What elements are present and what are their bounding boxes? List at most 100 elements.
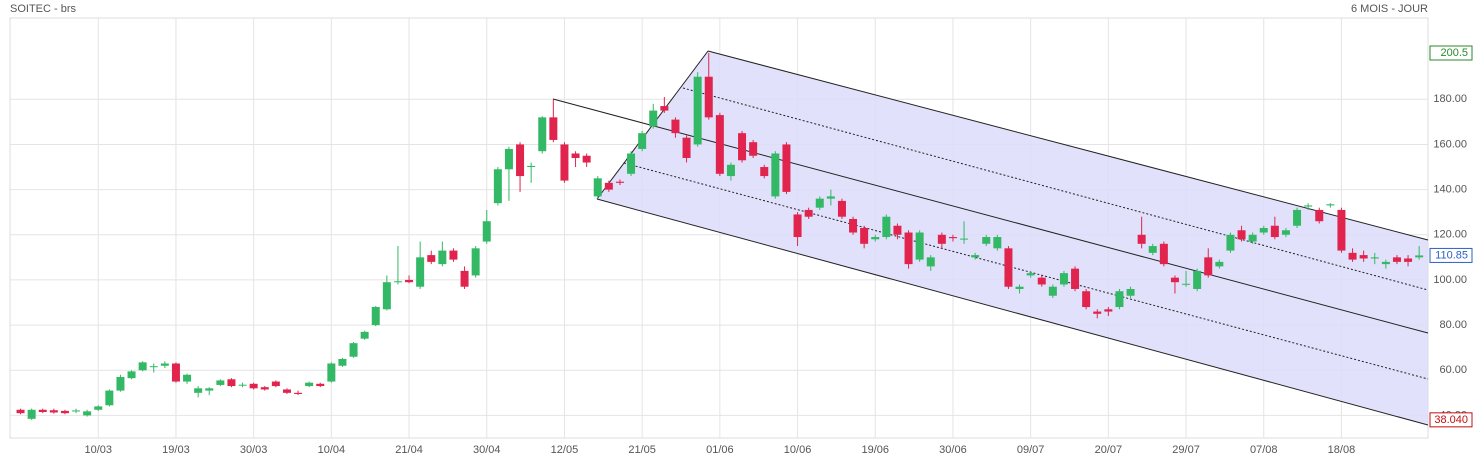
candle-body [1004,248,1013,287]
candle-body [1093,311,1102,314]
candle-body [582,155,591,163]
candle-body [1182,283,1191,285]
x-tick-label: 09/07 [1017,444,1045,456]
x-tick-label: 21/04 [395,444,423,456]
candle-body [549,117,558,140]
candle-body [405,279,414,283]
candle-body [138,362,147,371]
candle-body [1337,209,1346,251]
labels: 40.0060.0080.00100.00120.00140.00160.001… [84,45,1473,456]
channel-fill [597,51,1428,425]
candle-body [516,144,525,177]
candle-body [294,392,303,394]
candle-body [1270,225,1279,238]
channel-line [596,198,1429,426]
candle-body [382,282,391,310]
price-label: 200.5 [1440,47,1468,59]
x-tick-label: 19/03 [162,444,190,456]
candle-body [1059,273,1068,285]
candle-body [1293,209,1302,226]
candle-body [638,133,647,149]
chart-title: SOITEC - brs [10,3,77,15]
price-label-box [1429,247,1473,263]
candle-body [316,383,325,387]
candle-body [205,388,214,391]
candle-body [1126,288,1135,296]
candle-body [1381,261,1390,265]
candle-body [782,144,791,192]
candle-body [971,255,980,258]
candle-body [1359,255,1368,259]
candle-body [327,363,336,382]
x-tick-label: 30/06 [939,444,967,456]
inner-line [623,162,1429,380]
candle-body [338,358,347,366]
x-tick-label: 19/06 [861,444,889,456]
candle-body [1237,230,1246,240]
candle-body [948,237,957,239]
candle-body [49,410,58,413]
candle-body [704,76,713,118]
candle-body [1404,258,1413,262]
candle-body [116,377,125,391]
candle-body [449,250,458,260]
candle-body [216,380,225,385]
candle-body [27,409,36,419]
candle-body [1048,286,1057,296]
candle-body [671,119,680,134]
candle-body [738,133,747,161]
candle-body [749,142,758,156]
candle-body [771,153,780,197]
candle-body [72,410,81,412]
candle-body [982,237,991,244]
y-tick-label: 60.00 [1439,364,1467,376]
candle-body [627,153,636,174]
candle-body [937,234,946,244]
y-tick-label: 80.00 [1439,319,1467,331]
x-tick-label: 30/03 [240,444,268,456]
candle-body [1326,204,1335,206]
candle-body [460,270,469,287]
candles [16,53,1424,420]
candle-body [726,164,735,177]
candle-body [1259,228,1268,233]
candle-body [1082,291,1091,308]
candle-body [1415,255,1424,258]
price-label: 38.040 [1434,414,1468,426]
candle-body [305,382,314,387]
y-tick-label: 100.00 [1433,274,1467,286]
candle-body [804,209,813,217]
candle-body [560,144,569,181]
candle-body [1148,246,1157,253]
candle-body [282,389,291,393]
candle-body [1315,209,1324,222]
x-tick-label: 12/05 [551,444,579,456]
candle-body [471,248,480,276]
candle-body [349,343,358,357]
y-tick-label: 120.00 [1433,229,1467,241]
candle-body [893,225,902,235]
candle-body [194,388,203,393]
candle-body [1204,257,1213,276]
candle-body [871,237,880,240]
x-tick-label: 10/03 [84,444,112,456]
candle-body [171,363,180,382]
candle-body [227,379,236,387]
candle-body [860,228,869,244]
candle-body [649,110,658,127]
candle-body [238,384,247,386]
x-tick-label: 29/07 [1172,444,1200,456]
candle-body [94,406,103,410]
candle-body [615,181,624,183]
price-label-box [1429,45,1473,61]
candle-body [1159,243,1168,265]
candle-body [1226,234,1235,251]
x-tick-label: 10/04 [318,444,346,456]
price-label-box [1429,412,1473,428]
x-tick-label: 20/07 [1095,444,1123,456]
candle-body [249,383,258,389]
candle-body [527,165,536,168]
candle-body [715,115,724,174]
candle-body [183,374,192,382]
